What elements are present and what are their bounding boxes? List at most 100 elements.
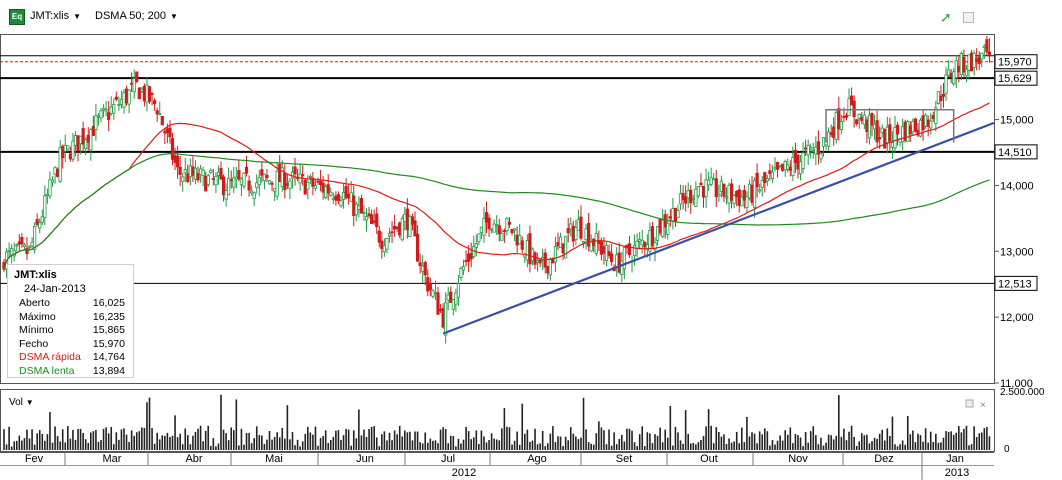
volume-bar — [975, 437, 978, 450]
candle-body — [94, 115, 98, 130]
candle-body — [607, 251, 611, 257]
volume-bar — [286, 405, 289, 450]
candle-body — [433, 292, 438, 294]
candle-body — [273, 188, 277, 192]
candle-body — [954, 60, 958, 79]
candle-body — [22, 244, 27, 247]
volume-bar — [539, 443, 541, 450]
candle-body — [548, 258, 552, 276]
volume-bar — [225, 433, 227, 450]
volume-bar — [529, 441, 531, 450]
volume-bar — [889, 436, 891, 450]
volume-bar — [646, 432, 649, 450]
volume-bar — [873, 437, 876, 450]
candle-body — [709, 177, 713, 185]
volume-bar — [937, 442, 940, 450]
candle-body — [130, 82, 134, 85]
volume-bar — [728, 438, 730, 450]
candle-body — [464, 260, 468, 263]
candle-body — [530, 248, 535, 262]
volume-bar — [192, 435, 194, 450]
candle-body — [415, 233, 420, 262]
candle-body — [546, 265, 550, 274]
volume-bar — [575, 436, 577, 450]
legend-row-label: Fecho — [19, 337, 49, 350]
restore-window-icon[interactable] — [963, 12, 974, 23]
candle-body — [982, 45, 986, 48]
month-label: Out — [700, 453, 718, 465]
volume-bar — [411, 440, 414, 450]
candle-body — [941, 93, 946, 97]
candle-body — [35, 219, 39, 225]
candle-body — [755, 172, 759, 188]
volume-bar — [51, 442, 54, 450]
indicator-selector[interactable]: DSMA 50; 200 ▼ — [95, 10, 178, 22]
volume-bar — [924, 428, 927, 450]
trend-arrow-icon[interactable]: ➚ — [940, 9, 952, 25]
candle-body — [140, 88, 144, 92]
volume-bar — [901, 440, 904, 450]
volume-bar — [184, 428, 187, 450]
candle-body — [671, 208, 675, 222]
volume-bar — [258, 435, 261, 450]
volume-bar — [386, 440, 388, 450]
volume-bar — [465, 426, 467, 450]
volume-bar — [141, 427, 143, 450]
candle-body — [908, 125, 912, 135]
candle-body — [827, 131, 831, 147]
candle-body — [924, 114, 928, 127]
candle-body — [668, 216, 672, 219]
candle-body — [68, 153, 72, 160]
candle-body — [872, 123, 877, 130]
candle-body — [244, 166, 249, 174]
candle-body — [308, 176, 312, 178]
volume-bar — [197, 428, 199, 450]
volume-bar — [169, 437, 171, 450]
candle-body — [844, 115, 849, 118]
volume-bar — [138, 431, 141, 450]
volume-bar — [498, 440, 501, 450]
candle-body — [747, 183, 752, 199]
volume-bar — [240, 428, 243, 450]
volume-bar — [820, 437, 822, 450]
candle-body — [829, 132, 833, 136]
candle-body — [188, 165, 192, 178]
candle-body — [500, 232, 504, 241]
candle-body — [114, 96, 118, 100]
symbol-selector[interactable]: JMT:xlis ▼ — [30, 10, 81, 22]
volume-bar — [830, 435, 832, 450]
candle-body — [957, 65, 961, 73]
candle-body — [643, 242, 647, 248]
volume-bar — [324, 430, 327, 450]
candle-body — [101, 107, 106, 111]
candle-body — [684, 196, 688, 204]
price-label-box — [994, 144, 1038, 160]
volume-bar — [940, 442, 942, 450]
candle-body — [929, 120, 933, 129]
candle-body — [186, 173, 190, 183]
volume-bar — [429, 438, 432, 450]
y-tick-label: 12,000 — [1000, 312, 1034, 324]
volume-bar — [508, 427, 511, 450]
candle-body — [336, 194, 341, 202]
candle-body — [724, 196, 729, 199]
volume-bar — [118, 439, 120, 450]
volume-bar — [692, 443, 695, 450]
volume-bar — [546, 443, 549, 450]
candle-body — [911, 121, 915, 133]
candle-body — [219, 168, 223, 180]
volume-bar — [307, 426, 309, 450]
candle-body — [791, 156, 795, 177]
volume-bar — [115, 432, 118, 450]
volume-selector[interactable]: Vol ▼ — [9, 397, 34, 408]
volume-bar — [763, 428, 766, 450]
month-label: Abr — [185, 453, 202, 465]
candle-body — [717, 193, 721, 197]
candle-body — [834, 112, 838, 140]
volume-bar — [536, 444, 539, 450]
volume-bar — [261, 435, 263, 450]
candle-body — [390, 231, 394, 234]
volume-bar — [613, 432, 615, 450]
volume-bar — [368, 428, 370, 450]
